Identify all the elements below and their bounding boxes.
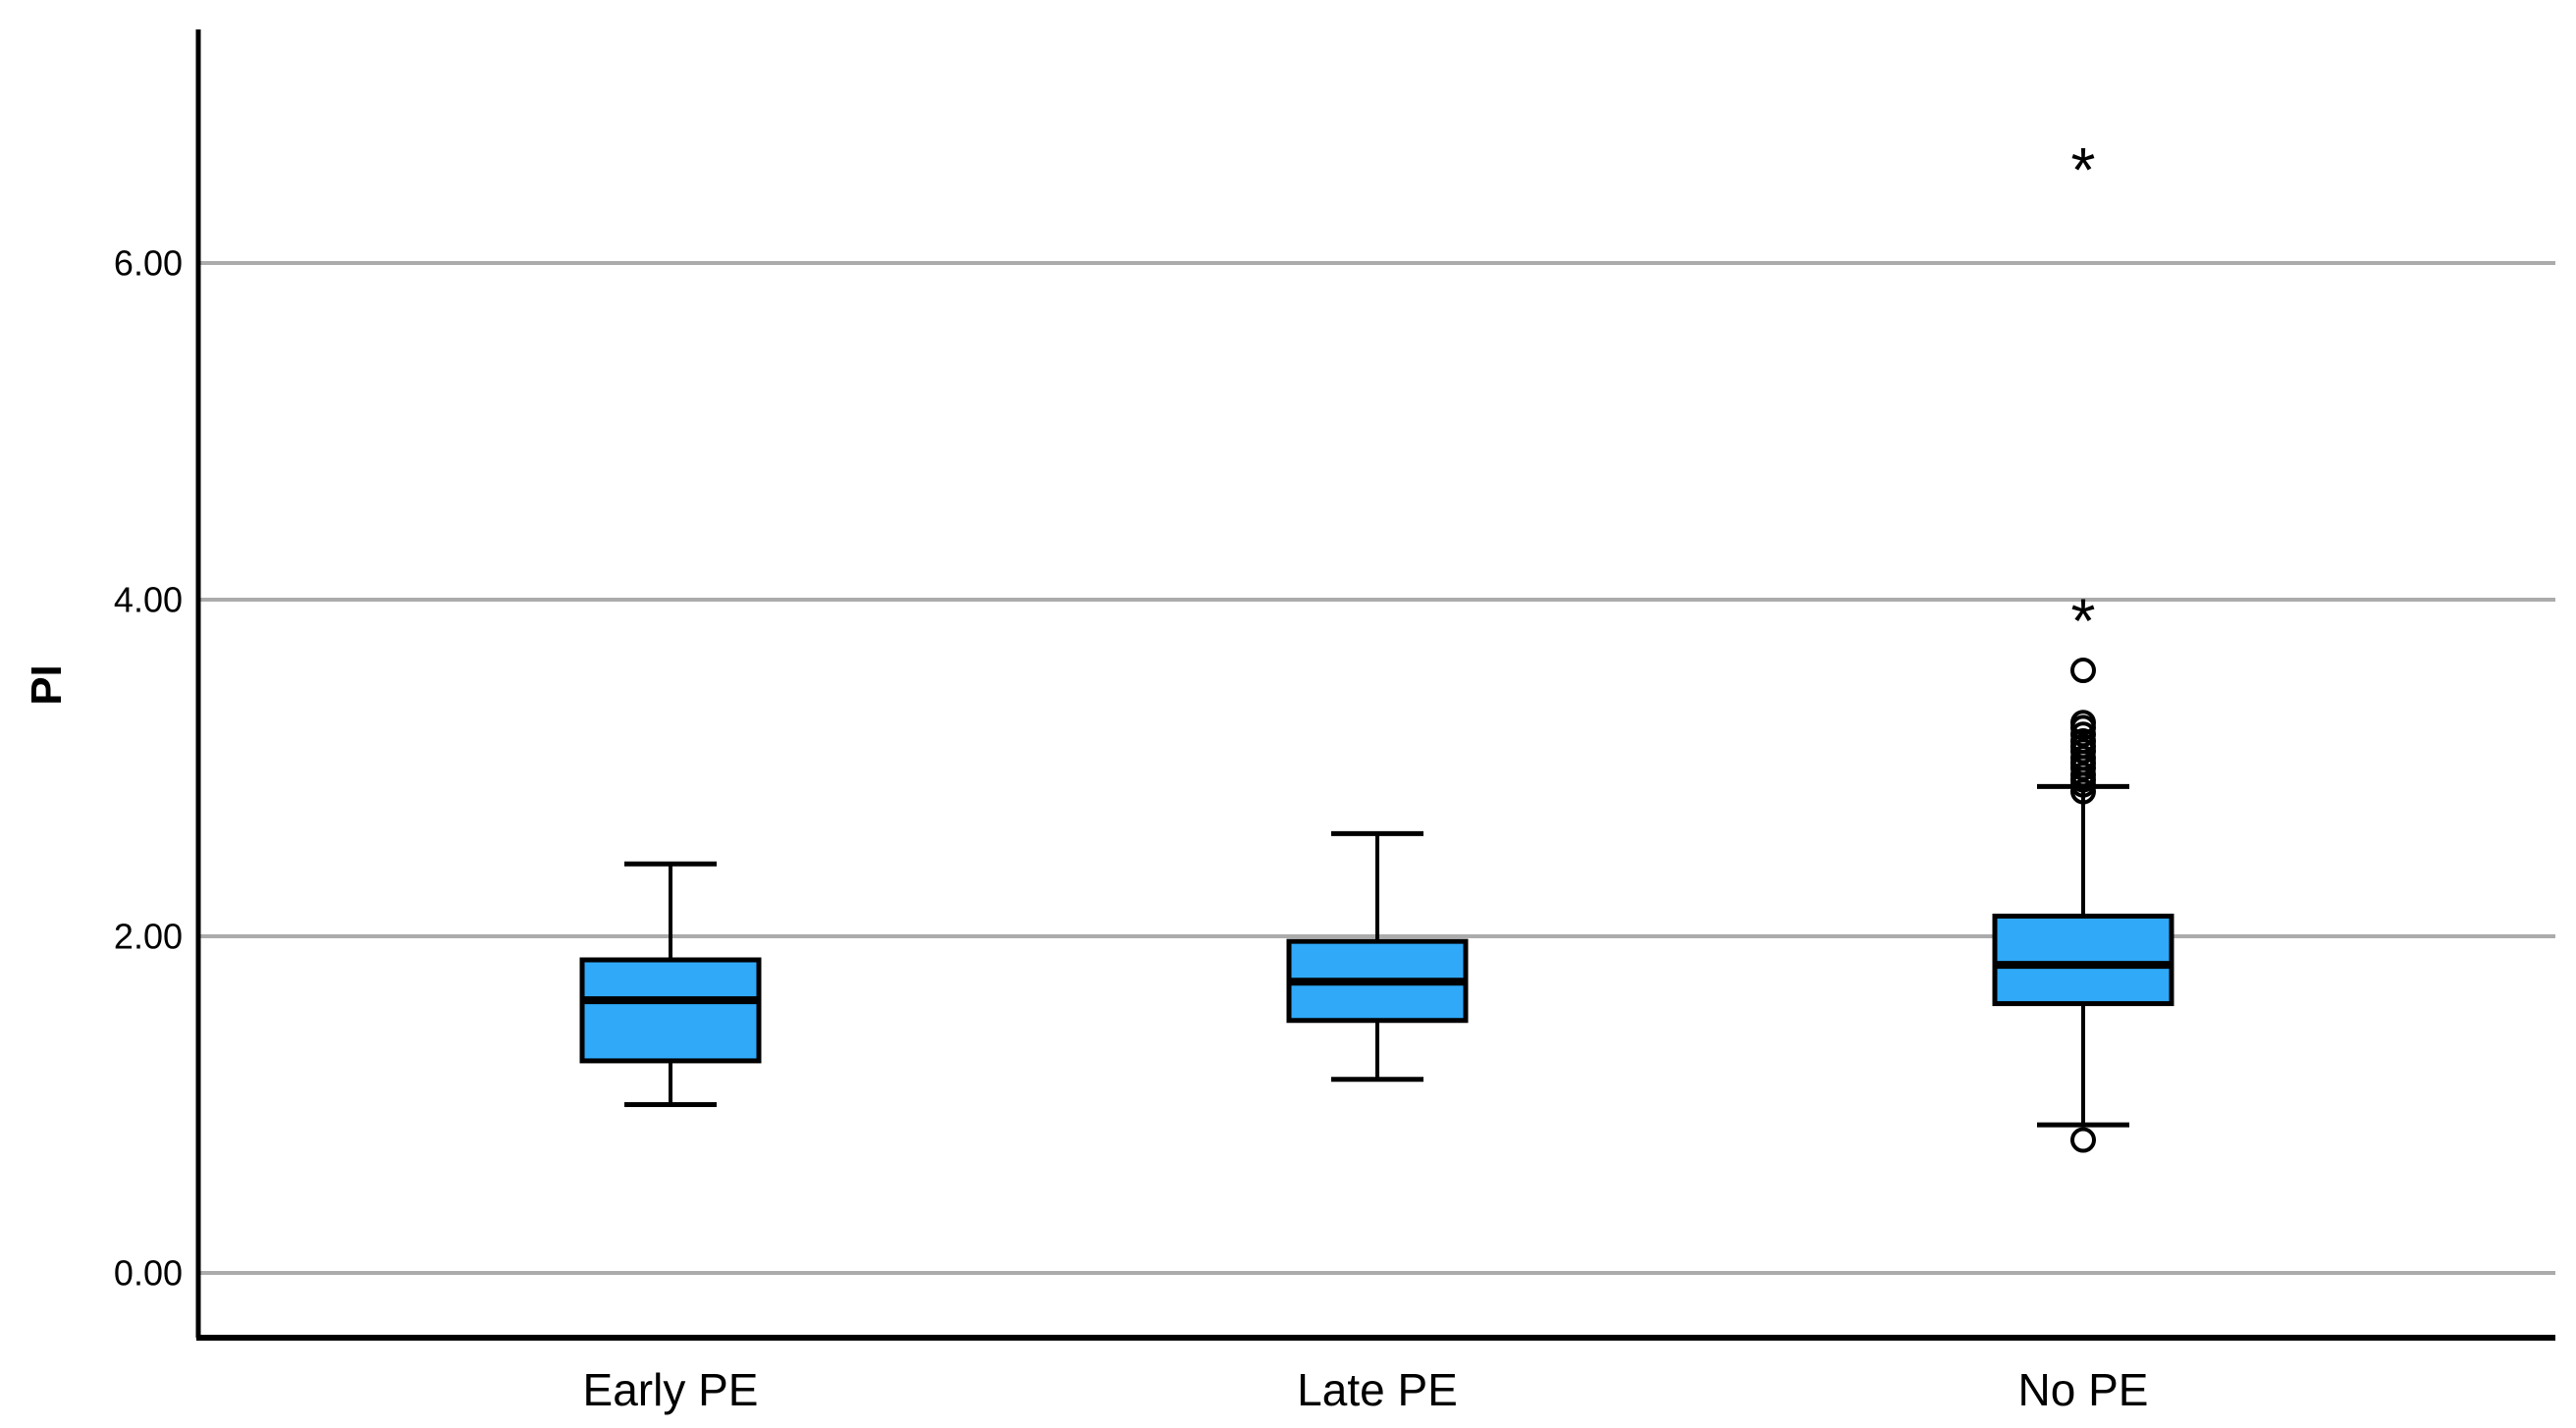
x-category-label-no-pe: No PE	[2018, 1364, 2149, 1415]
outlier-asterisk-no-pe: *	[2071, 585, 2096, 656]
x-category-label-early-pe: Early PE	[583, 1364, 759, 1415]
y-tick-label: 0.00	[114, 1253, 183, 1294]
outlier-circle-no-pe	[2070, 658, 2096, 684]
y-tick-label: 2.00	[114, 917, 183, 957]
y-tick-label: 6.00	[114, 243, 183, 284]
outlier-asterisk-no-pe: *	[2071, 134, 2096, 205]
box-iqr-early-pe	[579, 957, 762, 1064]
x-category-label-late-pe: Late PE	[1297, 1364, 1458, 1415]
y-tick-label: 4.00	[114, 580, 183, 620]
outlier-circle-no-pe	[2070, 710, 2096, 736]
outlier-circle-no-pe	[2070, 1127, 2096, 1153]
box-iqr-no-pe	[1992, 913, 2174, 1007]
